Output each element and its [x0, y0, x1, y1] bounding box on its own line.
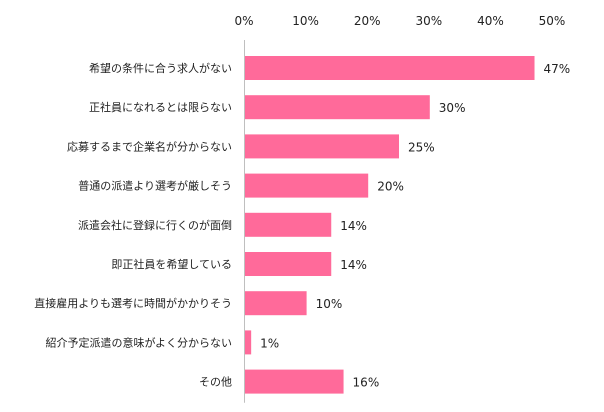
- category-label: 派遣会社に登録に行くのが面倒: [78, 218, 232, 232]
- bar: [245, 95, 430, 120]
- value-label: 10%: [316, 297, 343, 311]
- category-label: 希望の条件に合う求人がない: [89, 61, 232, 75]
- x-tick-label: 50%: [539, 14, 566, 28]
- bar: [245, 212, 332, 237]
- bar: [245, 369, 344, 394]
- value-label: 47%: [544, 62, 571, 76]
- bar: [245, 173, 369, 198]
- bar: [245, 330, 252, 355]
- category-label: 直接雇用よりも選考に時間がかかりそう: [34, 296, 232, 310]
- value-label: 20%: [377, 180, 404, 194]
- x-tick-label: 10%: [292, 14, 319, 28]
- value-label: 14%: [340, 258, 367, 272]
- value-label: 1%: [260, 336, 279, 350]
- value-label: 14%: [340, 219, 367, 233]
- value-label: 25%: [408, 140, 435, 154]
- category-label: 即正社員を希望している: [111, 257, 232, 271]
- x-tick-label: 30%: [415, 14, 442, 28]
- category-label: 応募するまで企業名が分からない: [67, 139, 232, 153]
- value-label: 30%: [439, 101, 466, 115]
- bar: [245, 252, 332, 276]
- bar: [245, 134, 399, 159]
- category-label: その他: [199, 376, 232, 389]
- bar: [245, 56, 535, 80]
- category-label: 紹介予定派遣の意味がよく分からない: [46, 335, 232, 349]
- value-label: 16%: [353, 376, 380, 390]
- x-tick-label: 0%: [234, 14, 253, 28]
- bar: [245, 291, 307, 316]
- x-tick-label: 20%: [354, 14, 381, 28]
- category-label: 正社員になれるとは限らない: [89, 100, 232, 114]
- category-label: 普通の派遣より選考が厳しそう: [78, 179, 232, 193]
- x-tick-label: 40%: [477, 14, 504, 28]
